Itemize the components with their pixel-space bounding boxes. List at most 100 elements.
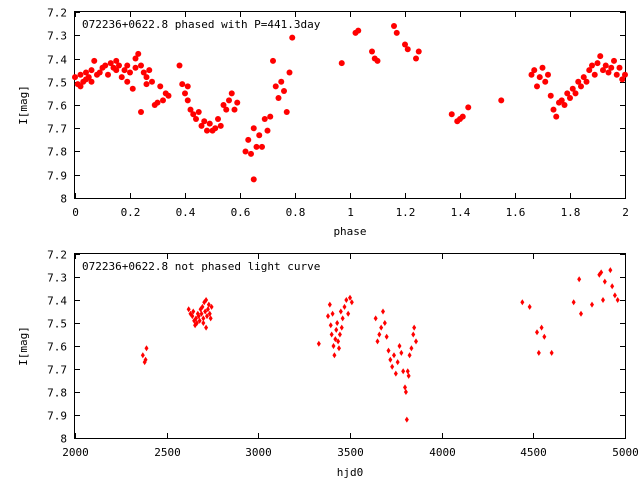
- unphased-data-point: [332, 352, 337, 359]
- phased-data-point: [204, 127, 210, 134]
- unphased-x-tick-label: 4500: [520, 446, 547, 459]
- phased-data-point: [253, 143, 260, 150]
- unphased-data-point: [209, 303, 214, 310]
- phased-data-point: [589, 62, 595, 69]
- phased-y-ticks: 7.2 7.3 7.4 7.5 7.6 7.7 7.8 7.9 8: [47, 7, 625, 206]
- phased-data-point: [564, 90, 571, 97]
- unphased-data-point: [542, 333, 547, 340]
- unphased-y-axis-label: I[mag]: [17, 326, 30, 366]
- phased-x-tick-label: 0.8: [286, 206, 306, 219]
- unphased-data-point: [390, 363, 395, 370]
- unphased-data-point: [335, 320, 340, 326]
- phased-data-point: [591, 71, 598, 78]
- phased-data-points: [72, 22, 628, 183]
- unphased-data-point: [208, 315, 213, 322]
- unphased-data-point: [384, 333, 389, 340]
- phased-data-point: [605, 69, 612, 76]
- unphased-data-point: [405, 368, 410, 375]
- unphased-panel: 2000 2500 3000 3500 4000 4500 5000 7.27.37.47.…: [17, 249, 639, 480]
- phased-data-point: [578, 83, 584, 90]
- phased-data-point: [264, 127, 271, 134]
- phased-data-point: [228, 90, 235, 97]
- unphased-data-point: [608, 267, 613, 274]
- phased-data-point: [531, 67, 538, 74]
- unphased-data-point: [204, 297, 209, 303]
- phased-data-point: [107, 60, 114, 67]
- phased-data-point: [393, 29, 400, 36]
- unphased-x-tick-label: 3000: [245, 446, 272, 459]
- phased-data-point: [231, 106, 238, 113]
- unphased-data-point: [404, 416, 409, 423]
- phased-x-tick-label: 0.4: [176, 206, 196, 219]
- phased-data-point: [121, 67, 128, 74]
- unphased-y-tick-label: 7.3: [47, 272, 67, 285]
- phased-data-point: [212, 125, 219, 132]
- phased-data-point: [146, 67, 153, 74]
- unphased-y-tick-label: 7.5: [47, 318, 67, 331]
- unphased-data-point: [388, 356, 393, 363]
- phased-data-point: [283, 108, 290, 115]
- phased-y-tick-label: 7.8: [47, 146, 67, 159]
- unphased-data-point: [316, 340, 321, 347]
- phased-data-point: [594, 60, 601, 67]
- unphased-data-point: [549, 349, 554, 356]
- phased-data-point: [608, 64, 615, 71]
- phased-data-point: [193, 115, 199, 122]
- phased-data-point: [561, 102, 568, 108]
- phased-data-point: [619, 76, 626, 83]
- phased-data-point: [600, 67, 606, 74]
- phased-data-point: [165, 92, 172, 99]
- unphased-data-point: [590, 301, 594, 308]
- phased-data-point: [286, 69, 293, 76]
- phased-data-point: [102, 62, 109, 69]
- unphased-x-tick-label: 5000: [612, 446, 639, 459]
- phased-data-point: [542, 78, 549, 85]
- phased-data-point: [179, 81, 186, 88]
- unphased-data-point: [393, 370, 398, 377]
- unphased-data-point: [201, 320, 206, 326]
- unphased-data-point: [375, 338, 380, 345]
- phased-data-point: [187, 106, 194, 113]
- phased-data-point: [113, 67, 120, 74]
- phased-data-point: [138, 62, 144, 69]
- phased-data-point: [154, 99, 161, 106]
- phased-data-point: [622, 71, 628, 78]
- unphased-data-point: [579, 310, 583, 317]
- unphased-data-point: [206, 301, 211, 308]
- phased-data-point: [539, 64, 546, 71]
- unphased-y-tick-label: 7.9: [47, 410, 67, 423]
- phased-data-point: [206, 120, 213, 127]
- unphased-data-point: [339, 324, 344, 331]
- phased-chart-title: 072236+0622.8 phased with P=441.3day: [82, 18, 321, 31]
- unphased-data-point: [409, 345, 414, 352]
- phased-y-tick-label: 7.5: [47, 77, 67, 90]
- unphased-data-point: [333, 336, 338, 343]
- phased-data-point: [404, 46, 411, 53]
- phased-data-point: [234, 99, 241, 106]
- unphased-data-points: [140, 267, 620, 423]
- unphased-data-point: [330, 310, 335, 317]
- phased-y-axis-label: I[mag]: [17, 85, 30, 125]
- phased-data-point: [413, 55, 419, 62]
- phased-data-point: [184, 83, 191, 90]
- unphased-data-point: [397, 343, 402, 349]
- phased-data-point: [278, 78, 285, 85]
- unphased-data-point: [337, 331, 342, 338]
- phased-data-point: [580, 74, 587, 81]
- unphased-data-point: [327, 301, 332, 308]
- phased-data-point: [201, 118, 208, 125]
- phased-data-point: [259, 143, 265, 150]
- unphased-data-point: [205, 306, 210, 313]
- phased-data-point: [135, 50, 142, 57]
- phased-data-point: [374, 57, 381, 64]
- unphased-data-point: [392, 352, 396, 359]
- unphased-data-point: [599, 269, 604, 276]
- unphased-plot-frame: [74, 253, 626, 439]
- phased-x-tick-label: 0: [72, 206, 79, 219]
- unphased-y-tick-label: 7.2: [47, 249, 67, 262]
- phased-data-point: [198, 122, 205, 129]
- phased-y-tick-label: 7.9: [47, 170, 67, 183]
- phased-data-point: [72, 74, 78, 81]
- phased-data-point: [217, 122, 224, 129]
- phased-data-point: [534, 83, 540, 90]
